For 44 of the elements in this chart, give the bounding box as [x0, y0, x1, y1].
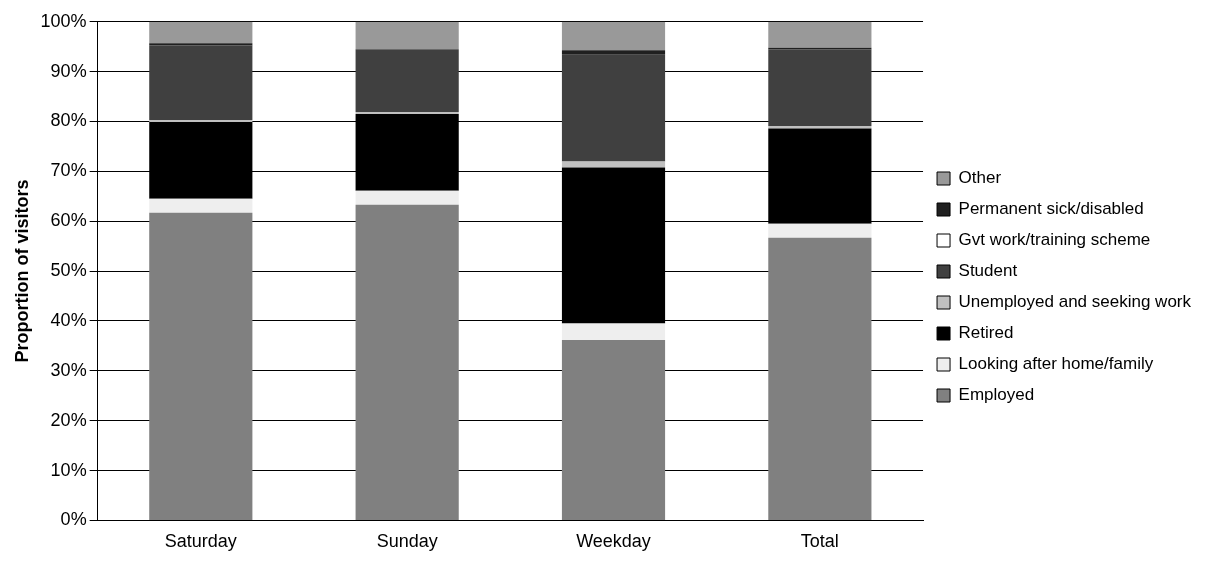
x-tick-label: Weekday: [576, 531, 651, 552]
bar: [149, 212, 253, 520]
y-tick-label: 100%: [40, 10, 87, 31]
bar: [149, 198, 253, 213]
y-axis-title: Proportion of visitors: [11, 179, 32, 363]
bar: [561, 339, 666, 520]
bar: [768, 21, 872, 48]
x-tick-label: Sunday: [376, 531, 438, 552]
legend-label: Other: [958, 168, 1002, 188]
legend-label: Retired: [958, 323, 1014, 343]
legend-label: Looking after home/family: [958, 354, 1154, 374]
y-tick-label: 50%: [50, 260, 87, 281]
bar: [561, 50, 666, 55]
bar: [355, 204, 459, 520]
legend-label: Unemployed and seeking work: [958, 292, 1192, 312]
bar: [768, 126, 872, 129]
y-tick-label: 60%: [50, 210, 87, 231]
bar: [561, 21, 666, 51]
bar: [355, 190, 459, 205]
bar: [149, 120, 253, 123]
y-tick-label: 40%: [50, 309, 87, 330]
bar: [355, 49, 459, 113]
y-tick-label: 30%: [50, 359, 87, 380]
x-tick-label: Total: [800, 531, 839, 552]
legend-label: Permanent sick/disabled: [958, 199, 1144, 219]
x-tick-label: Saturday: [164, 531, 237, 552]
bar: [768, 237, 872, 520]
bar: [768, 49, 872, 127]
bar: [768, 223, 872, 238]
legend-label: Employed: [958, 385, 1035, 405]
bar: [149, 45, 253, 121]
y-tick-label: 70%: [50, 160, 87, 181]
y-tick-label: 10%: [50, 459, 87, 480]
legend-label: Gvt work/training scheme: [958, 230, 1151, 250]
bar: [561, 54, 666, 162]
legend-label: Student: [958, 261, 1018, 281]
y-tick-label: 20%: [50, 409, 87, 430]
bar: [561, 161, 666, 168]
y-tick-label: 0%: [60, 509, 87, 530]
bar: [149, 21, 253, 44]
y-tick-label: 90%: [50, 60, 87, 81]
y-tick-label: 80%: [50, 110, 87, 131]
bar: [355, 21, 459, 50]
bar: [561, 323, 666, 340]
